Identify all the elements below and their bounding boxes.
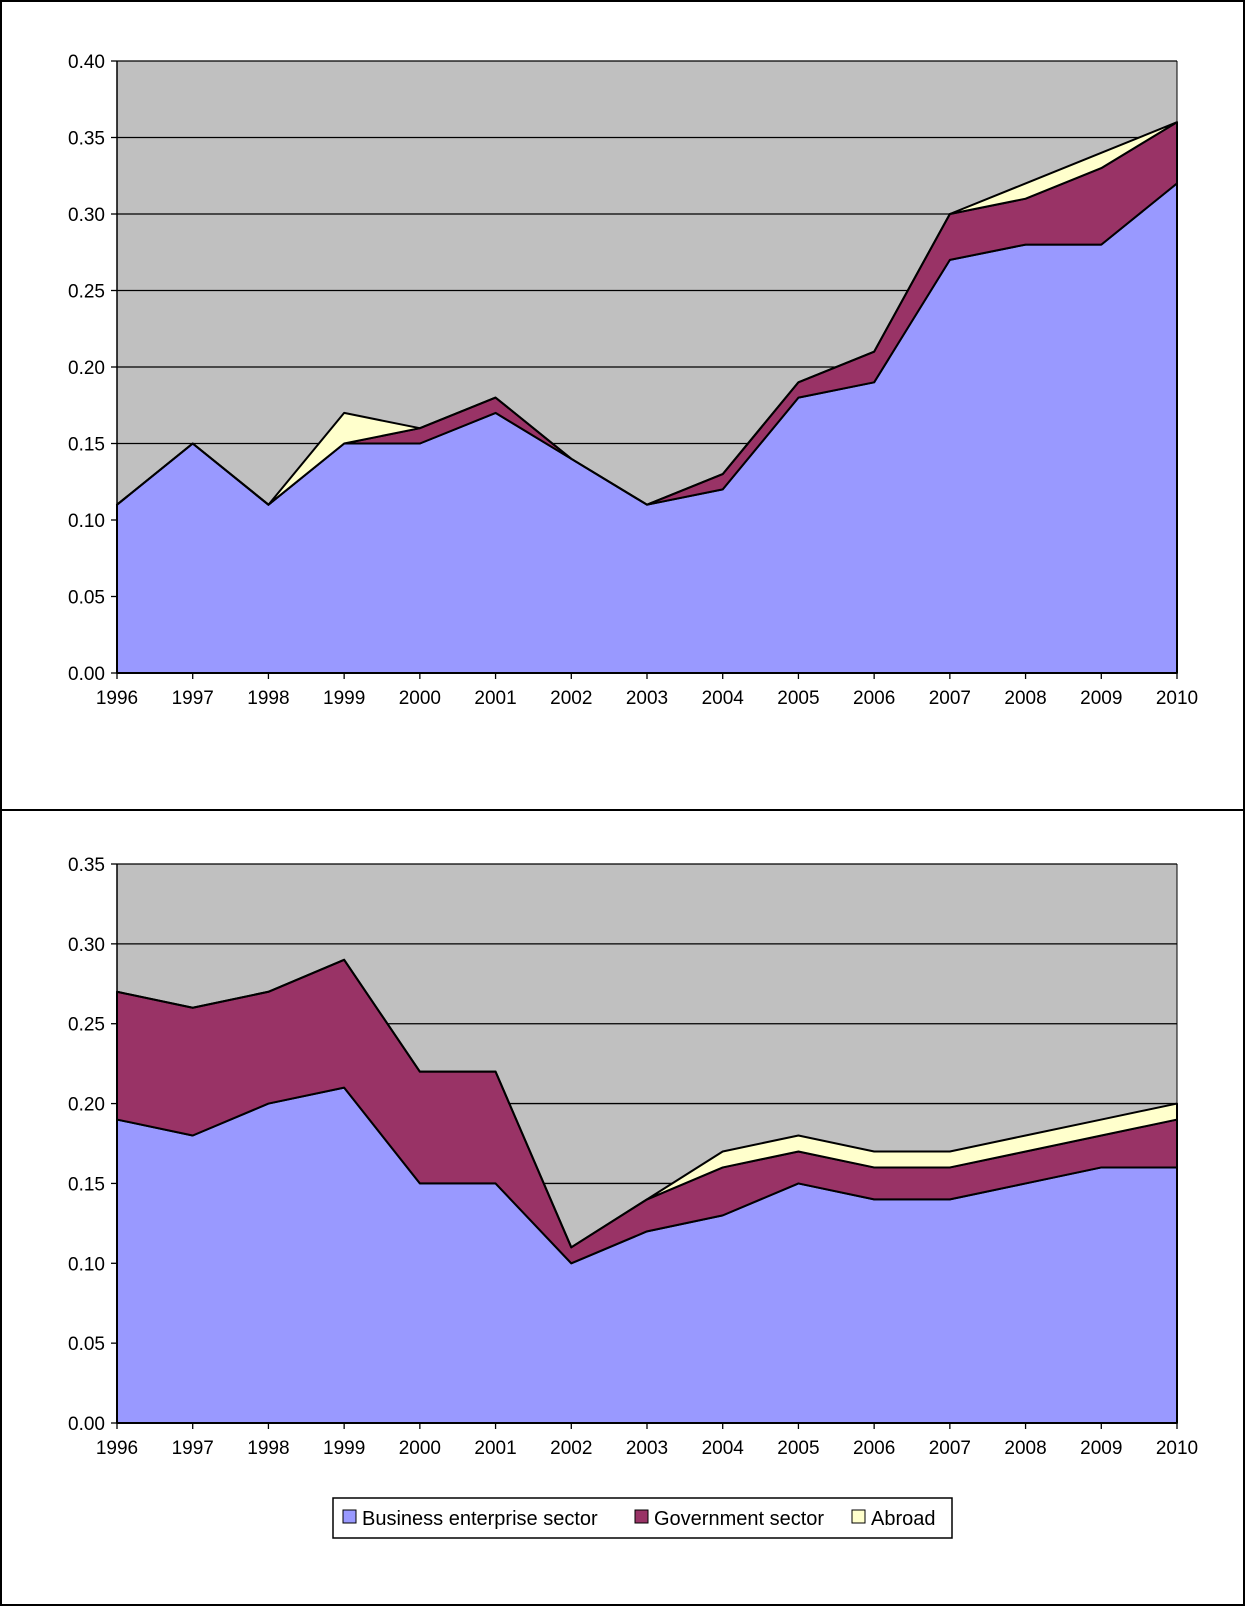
x-tick-label: 1999 (323, 1438, 365, 1459)
x-tick-label: 1997 (172, 1438, 214, 1459)
y-tick-label: 0.05 (68, 1334, 105, 1355)
x-tick-label: 2004 (702, 1438, 745, 1459)
legend-swatch-government (634, 1509, 649, 1524)
x-tick-label: 2007 (929, 688, 971, 709)
x-tick-label: 2001 (474, 688, 516, 709)
x-tick-label: 1998 (247, 688, 289, 709)
x-tick-label: 2005 (777, 1438, 819, 1459)
x-tick-label: 2007 (929, 1438, 971, 1459)
x-tick-label: 2010 (1156, 1438, 1198, 1459)
y-tick-label: 0.20 (68, 1095, 105, 1116)
y-tick-label: 0.25 (68, 282, 105, 303)
y-tick-label: 0.05 (68, 588, 105, 609)
y-tick-label: 0.10 (68, 511, 105, 532)
legend-swatch-business (342, 1509, 357, 1524)
x-tick-label: 2005 (777, 688, 819, 709)
y-tick-label: 0.35 (68, 855, 105, 876)
x-tick-label: 2006 (853, 688, 895, 709)
legend: Business enterprise sector Government se… (332, 1497, 953, 1539)
x-tick-label: 1997 (172, 688, 214, 709)
y-tick-label: 0.00 (68, 1414, 105, 1435)
y-tick-label: 0.30 (68, 935, 105, 956)
x-tick-label: 2009 (1080, 688, 1122, 709)
y-tick-label: 0.25 (68, 1015, 105, 1036)
x-tick-label: 2000 (399, 688, 441, 709)
chart-panel-bottom: 0.00 0.05 0.10 0.15 0.20 0.25 0.30 0.35 1996 1997… (68, 855, 1198, 1459)
y-tick-label: 0.20 (68, 358, 105, 379)
x-tick-label: 2000 (399, 1438, 441, 1459)
y-tick-label: 0.15 (68, 1174, 105, 1195)
x-tick-label: 1996 (96, 1438, 138, 1459)
x-tick-label: 2001 (474, 1438, 516, 1459)
y-tick-label: 0.00 (68, 664, 105, 685)
x-tick-label: 2002 (550, 688, 592, 709)
y-tick-label: 0.35 (68, 129, 105, 150)
x-tick-label: 2006 (853, 1438, 895, 1459)
x-tick-label: 2008 (1004, 1438, 1046, 1459)
chart-panel-top: 0.00 0.05 0.10 0.15 0.20 0.25 0.30 0.35 0.40 1996… (68, 52, 1198, 709)
legend-label-abroad: Abroad (871, 1508, 936, 1530)
legend-swatch-abroad (851, 1509, 866, 1524)
legend-label-government: Government sector (654, 1508, 824, 1530)
x-tick-label: 2003 (626, 1438, 668, 1459)
x-tick-label: 1996 (96, 688, 138, 709)
x-tick-label: 2003 (626, 688, 668, 709)
y-tick-label: 0.10 (68, 1254, 105, 1275)
x-tick-label: 1999 (323, 688, 365, 709)
legend-label-business: Business enterprise sector (362, 1508, 598, 1530)
y-tick-label: 0.40 (68, 52, 105, 73)
x-tick-label: 2002 (550, 1438, 592, 1459)
x-tick-label: 2010 (1156, 688, 1198, 709)
y-tick-label: 0.15 (68, 435, 105, 456)
x-tick-label: 2004 (702, 688, 745, 709)
x-tick-label: 2009 (1080, 1438, 1122, 1459)
x-tick-label: 2008 (1004, 688, 1046, 709)
x-tick-label: 1998 (247, 1438, 289, 1459)
y-tick-label: 0.30 (68, 205, 105, 226)
